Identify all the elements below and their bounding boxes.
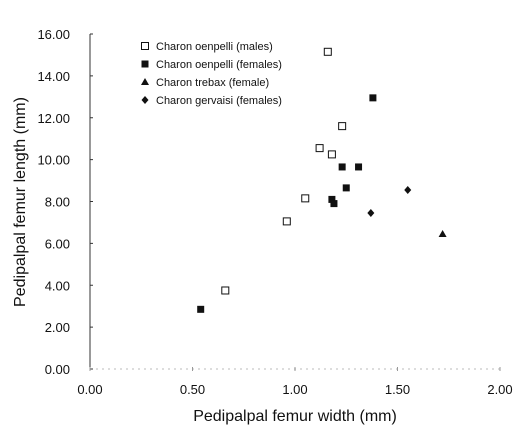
data-point-series-0 bbox=[221, 286, 230, 295]
data-point-series-1 bbox=[342, 184, 350, 192]
data-point-series-1 bbox=[355, 163, 363, 171]
y-tick-label: 2.00 bbox=[45, 320, 70, 335]
data-point-series-1 bbox=[330, 200, 338, 208]
x-axis-title: Pedipalpal femur width (mm) bbox=[193, 408, 397, 425]
legend-label: Charon oenpelli (females) bbox=[156, 59, 282, 71]
legend-label: Charon trebax (female) bbox=[156, 77, 269, 89]
legend-label: Charon gervaisi (females) bbox=[156, 95, 282, 107]
data-point-series-0 bbox=[301, 194, 310, 203]
y-tick-label: 14.00 bbox=[37, 69, 70, 84]
data-point-series-2 bbox=[438, 229, 447, 237]
y-tick-label: 10.00 bbox=[37, 153, 70, 168]
x-tick-label: 1.00 bbox=[282, 382, 307, 397]
x-tick-label: 2.00 bbox=[487, 382, 512, 397]
data-point-series-0 bbox=[282, 217, 291, 226]
y-tick-label: 16.00 bbox=[37, 27, 70, 42]
y-tick-label: 0.00 bbox=[45, 362, 70, 377]
legend-marker-3 bbox=[141, 96, 149, 104]
x-ticks: 0.00 0.50 1.00 1.50 2.00 bbox=[77, 367, 513, 397]
y-tick-label: 12.00 bbox=[37, 111, 70, 126]
data-point-series-1 bbox=[197, 305, 205, 313]
data-point-series-0 bbox=[315, 144, 324, 153]
legend-label: Charon oenpelli (males) bbox=[156, 41, 273, 53]
x-tick-label: 0.00 bbox=[77, 382, 102, 397]
data-point-series-1 bbox=[338, 163, 346, 171]
data-point-series-0 bbox=[338, 122, 347, 131]
data-point-series-1 bbox=[328, 195, 336, 203]
legend-marker-1 bbox=[141, 60, 149, 68]
data-point-series-1 bbox=[369, 94, 377, 102]
x-tick-label: 0.50 bbox=[180, 382, 205, 397]
y-ticks: 0.00 2.00 4.00 6.00 8.00 10.00 12.00 14.00 16.00 bbox=[37, 27, 93, 377]
x-tick-label: 1.50 bbox=[385, 382, 410, 397]
data-point-series-3 bbox=[367, 209, 375, 218]
legend: Charon oenpelli (males) Charon oenpelli (… bbox=[130, 34, 312, 116]
legend-marker-2 bbox=[141, 78, 149, 85]
legend-marker-0 bbox=[141, 42, 149, 50]
data-point-series-0 bbox=[323, 47, 332, 56]
y-tick-label: 8.00 bbox=[45, 195, 70, 210]
data-point-series-3 bbox=[404, 185, 412, 194]
y-tick-label: 6.00 bbox=[45, 236, 70, 251]
data-point-series-0 bbox=[327, 150, 336, 159]
data-points bbox=[197, 47, 447, 313]
y-tick-label: 4.00 bbox=[45, 278, 70, 293]
legend-box bbox=[130, 34, 312, 116]
y-axis-title: Pedipalpal femur length (mm) bbox=[12, 97, 29, 307]
